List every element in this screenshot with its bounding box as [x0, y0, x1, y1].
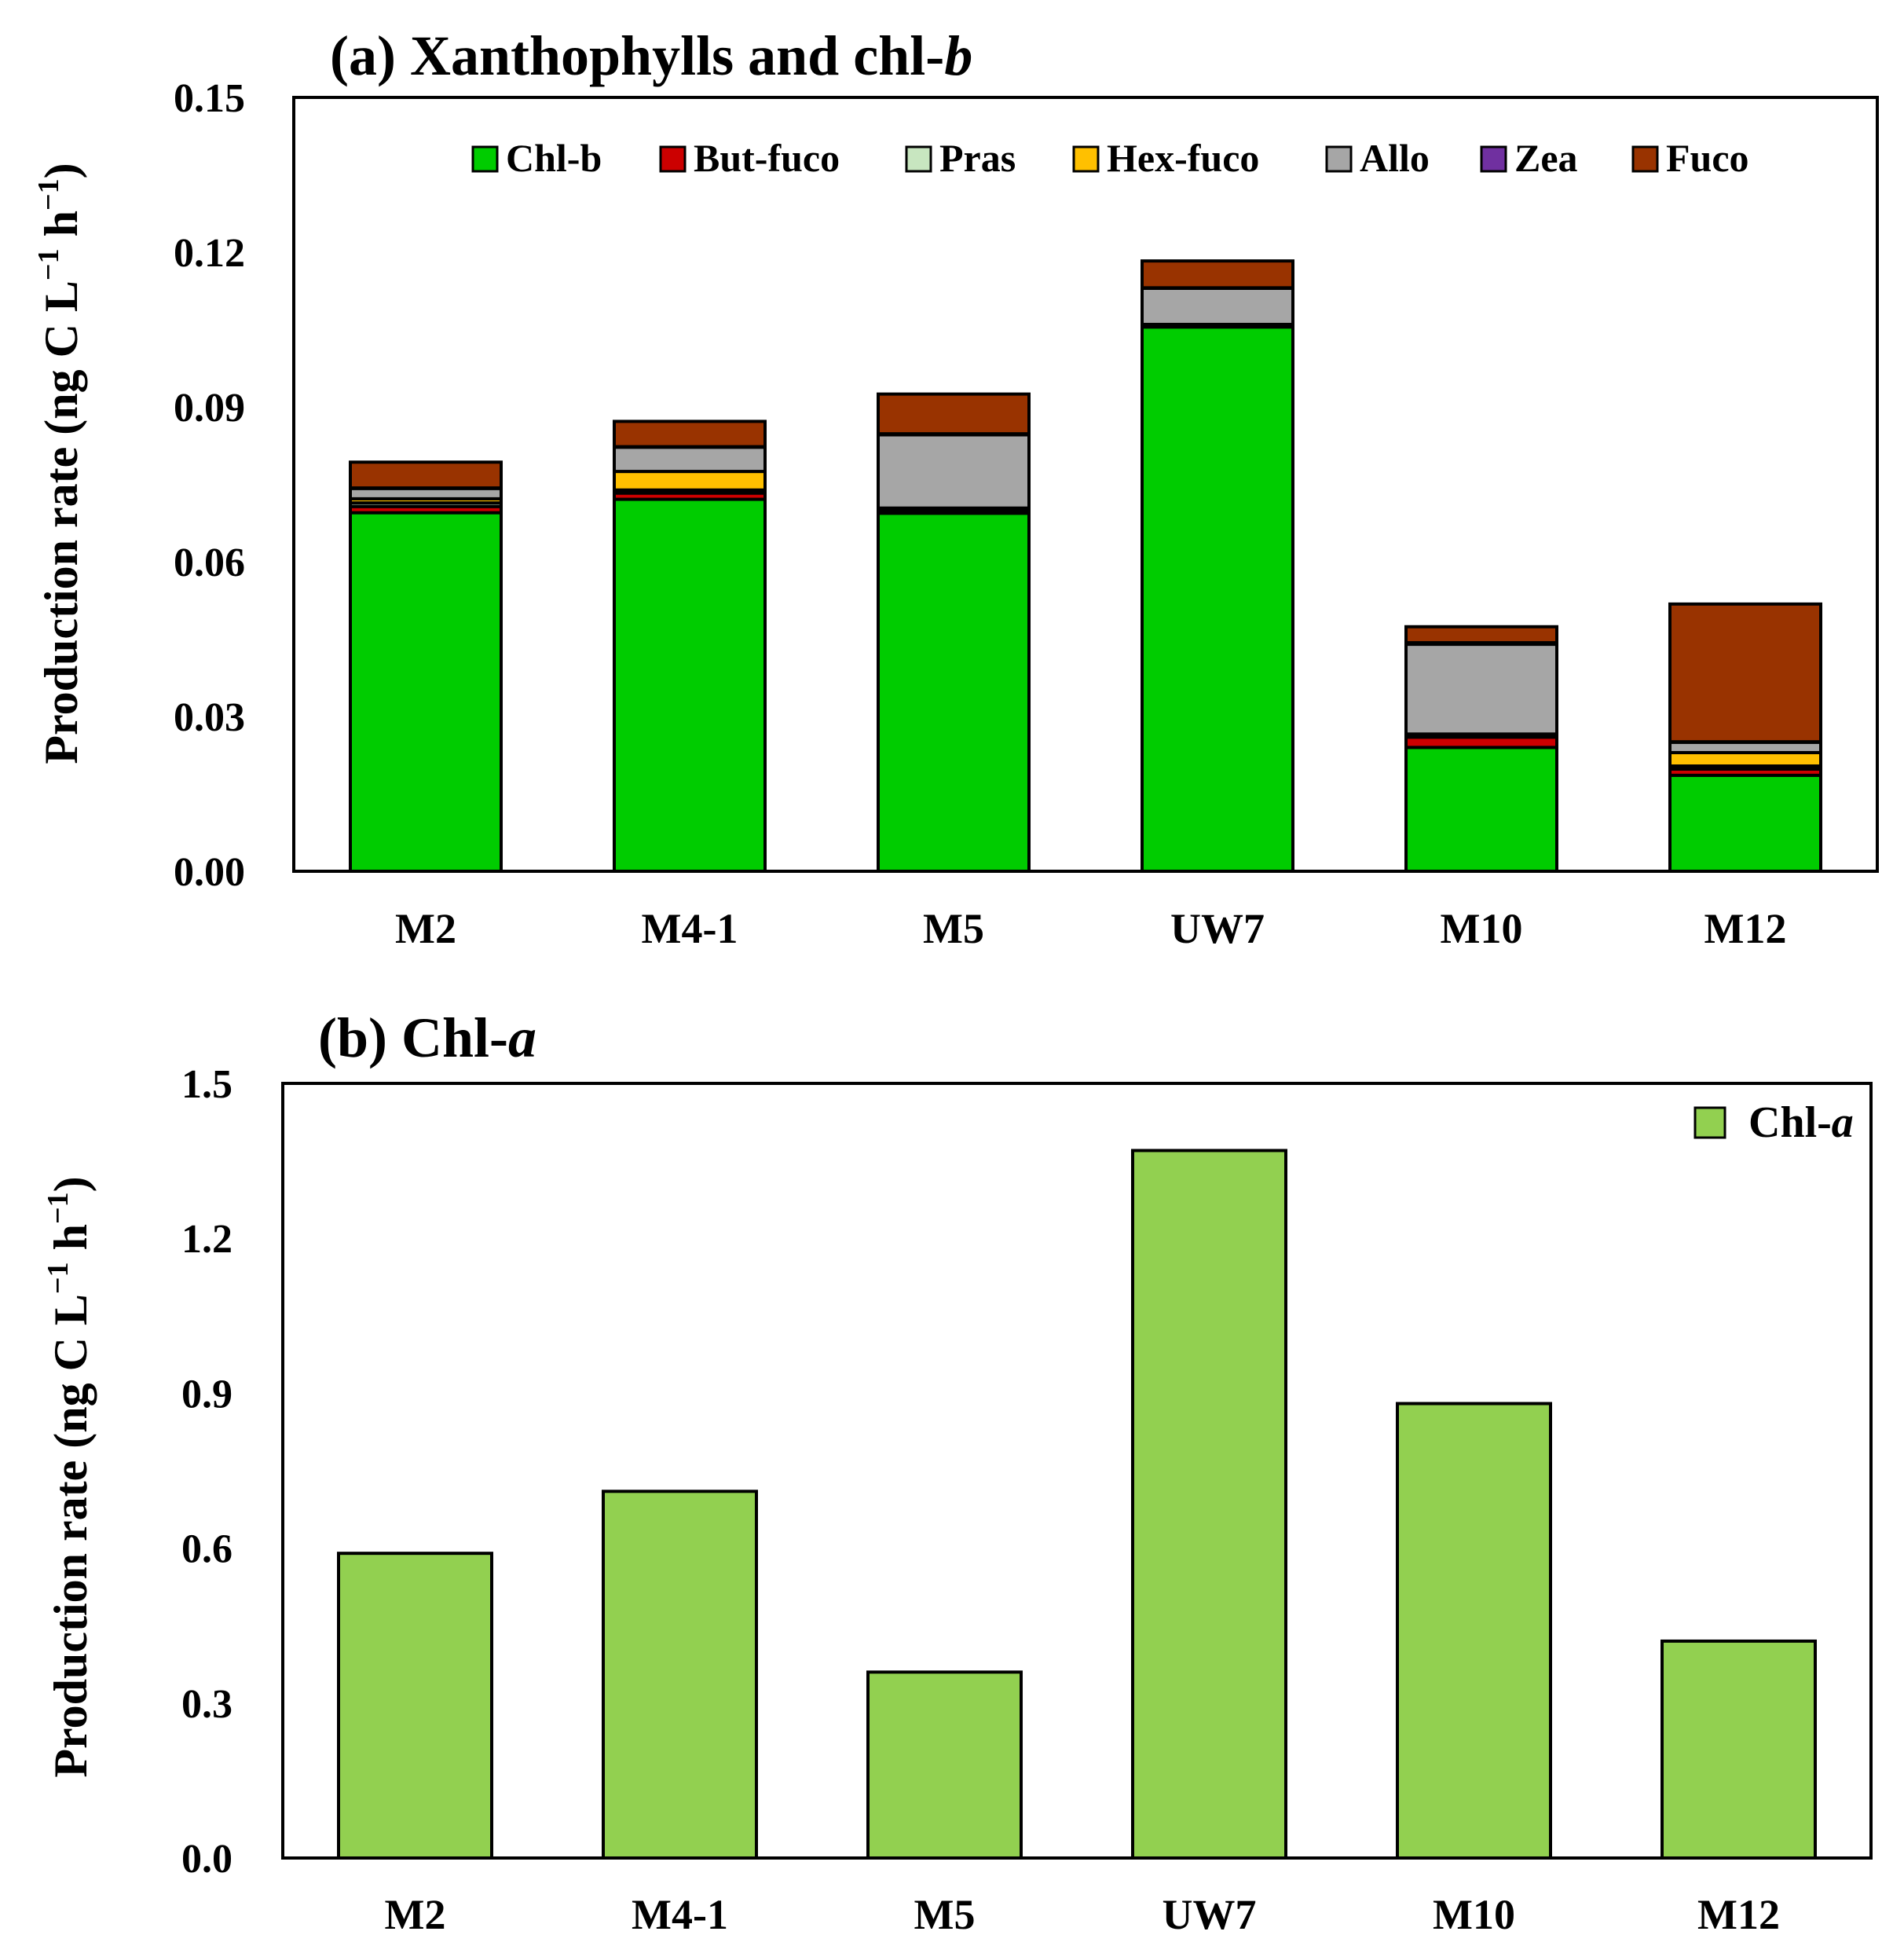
panel-a-bar-m2-chl-b — [349, 511, 503, 873]
panel-a-y-tick-label: 0.12 — [174, 231, 245, 276]
panel-b-bar-m12-chl-a — [1661, 1639, 1817, 1860]
panel-b-x-tick-m5: M5 — [914, 1891, 976, 1938]
legend-swatch-chl-a — [1693, 1106, 1726, 1139]
panel-a-y-ticks: 0.00 0.03 0.06 0.09 0.12 0.15 — [174, 76, 245, 895]
panel-b-bar-m10-chl-a — [1396, 1402, 1552, 1860]
panel-a-bar-m4-1-allo — [613, 445, 767, 474]
panel-b-bar-m4-1-chl-a — [602, 1490, 758, 1860]
legend-swatch-but-fuco — [659, 145, 687, 173]
panel-a-bar-m4-1-chl-b — [613, 497, 767, 873]
panel-a-x-tick-m5: M5 — [923, 905, 984, 952]
panel-b-bar-m2-chl-a — [337, 1552, 493, 1860]
panel-b-x-tick-m4-1: M4-1 — [632, 1891, 728, 1938]
legend-label-chl-a: Chl-a — [1748, 1098, 1854, 1147]
legend-swatch-allo — [1325, 145, 1353, 173]
panel-a-bar-m5-chl-b — [877, 511, 1031, 873]
panel-b: (b) Chl-a Production rate (ng C L−1 h−1)… — [42, 1006, 1873, 1938]
panel-a-x-tick-m2: M2 — [395, 905, 456, 952]
panel-b-x-tick-m12: M12 — [1697, 1891, 1780, 1938]
panel-b-plot-frame — [281, 1082, 1873, 1860]
panel-a-bar-uw7-allo — [1141, 286, 1294, 326]
legend-label-but-fuco: But-fuco — [694, 136, 840, 180]
panel-a-bar-m10-fuco — [1404, 625, 1558, 645]
legend-swatch-pras — [905, 145, 932, 173]
panel-b-x-tick-uw7: UW7 — [1163, 1891, 1257, 1938]
panel-a-plot-frame — [292, 96, 1879, 873]
legend-label-zea: Zea — [1514, 136, 1578, 180]
panel-a-y-tick-label: 0.00 — [174, 850, 245, 895]
panel-a-x-tick-m12: M12 — [1704, 905, 1787, 952]
panel-a-title: (a) Xanthophylls and chl-b — [330, 24, 972, 87]
panel-a-y-tick-label: 0.09 — [174, 386, 245, 431]
legend-label-pras: Pras — [939, 136, 1016, 180]
panel-a-x-ticks: M2 M4-1 M5 UW7 M10 M12 — [395, 905, 1786, 952]
panel-b-y-tick-label: 0.9 — [181, 1372, 233, 1416]
panel-a-x-tick-m4-1: M4-1 — [642, 905, 738, 952]
panel-a-bar-m2-fuco — [349, 460, 503, 490]
panel-b-bar-m5-chl-a — [866, 1670, 1023, 1860]
legend-swatch-hex-fuco — [1072, 145, 1100, 173]
panel-b-y-tick-label: 0.3 — [181, 1682, 233, 1727]
panel-a-bar-m5-fuco — [877, 392, 1031, 436]
panel-b-y-tick-label: 1.2 — [181, 1217, 233, 1262]
panel-b-x-ticks: M2 M4-1 M5 UW7 M10 M12 — [385, 1891, 1780, 1938]
panel-a-bar-m10-chl-b — [1404, 746, 1558, 874]
legend-swatch-zea — [1480, 145, 1507, 173]
legend-label-hex-fuco: Hex-fuco — [1107, 136, 1259, 180]
panel-a-bar-m12-hex-fuco — [1668, 750, 1822, 768]
panel-a-bar-m4-1-hex-fuco — [613, 470, 767, 492]
panel-b-y-axis-label: Production rate (ng C L−1 h−1) — [42, 1176, 97, 1777]
panel-a-y-tick-label: 0.06 — [174, 541, 245, 585]
panel-a-bar-m4-1-fuco — [613, 420, 767, 449]
panel-a-y-tick-label: 0.03 — [174, 695, 245, 740]
panel-b-title: (b) Chl-a — [318, 1006, 536, 1069]
legend-swatch-chl-b — [471, 145, 499, 173]
panel-a-bars — [349, 259, 1822, 874]
panel-b-x-tick-m10: M10 — [1433, 1891, 1515, 1938]
panel-a-bar-m5-allo — [877, 433, 1031, 510]
panel-b-y-tick-label: 0.0 — [181, 1837, 233, 1882]
panel-a-bar-m12-fuco — [1668, 602, 1822, 744]
panel-b-bar-uw7-chl-a — [1131, 1149, 1287, 1860]
legend-label-allo: Allo — [1360, 136, 1430, 180]
panel-a-legend: Chl-b But-fuco Pras Hex-fuco Allo Zea Fuco — [471, 136, 1749, 180]
panel-a-x-tick-uw7: UW7 — [1170, 905, 1265, 952]
panel-a-x-tick-m10: M10 — [1441, 905, 1523, 952]
panel-a-bar-m10-allo — [1404, 643, 1558, 736]
panel-a: (a) Xanthophylls and chl-b Production ra… — [32, 24, 1879, 952]
legend-swatch-fuco — [1631, 145, 1659, 173]
panel-a-bar-uw7-fuco — [1141, 259, 1294, 290]
panel-b-x-tick-m2: M2 — [385, 1891, 446, 1938]
panel-a-bar-uw7-chl-b — [1141, 325, 1294, 873]
panel-a-y-tick-label: 0.15 — [174, 76, 245, 121]
panel-b-y-ticks: 0.0 0.3 0.6 0.9 1.2 1.5 — [181, 1062, 233, 1882]
panel-b-y-tick-label: 0.6 — [181, 1527, 233, 1572]
panel-b-bars — [337, 1149, 1817, 1860]
panel-b-y-tick-label: 1.5 — [181, 1062, 233, 1107]
legend-label-chl-b: Chl-b — [506, 136, 602, 180]
panel-a-bar-m12-chl-b — [1668, 773, 1822, 873]
panel-a-y-axis-label: Production rate (ng C L−1 h−1) — [32, 163, 87, 764]
panel-b-legend: Chl-a — [1693, 1098, 1854, 1147]
legend-label-fuco: Fuco — [1666, 136, 1749, 180]
